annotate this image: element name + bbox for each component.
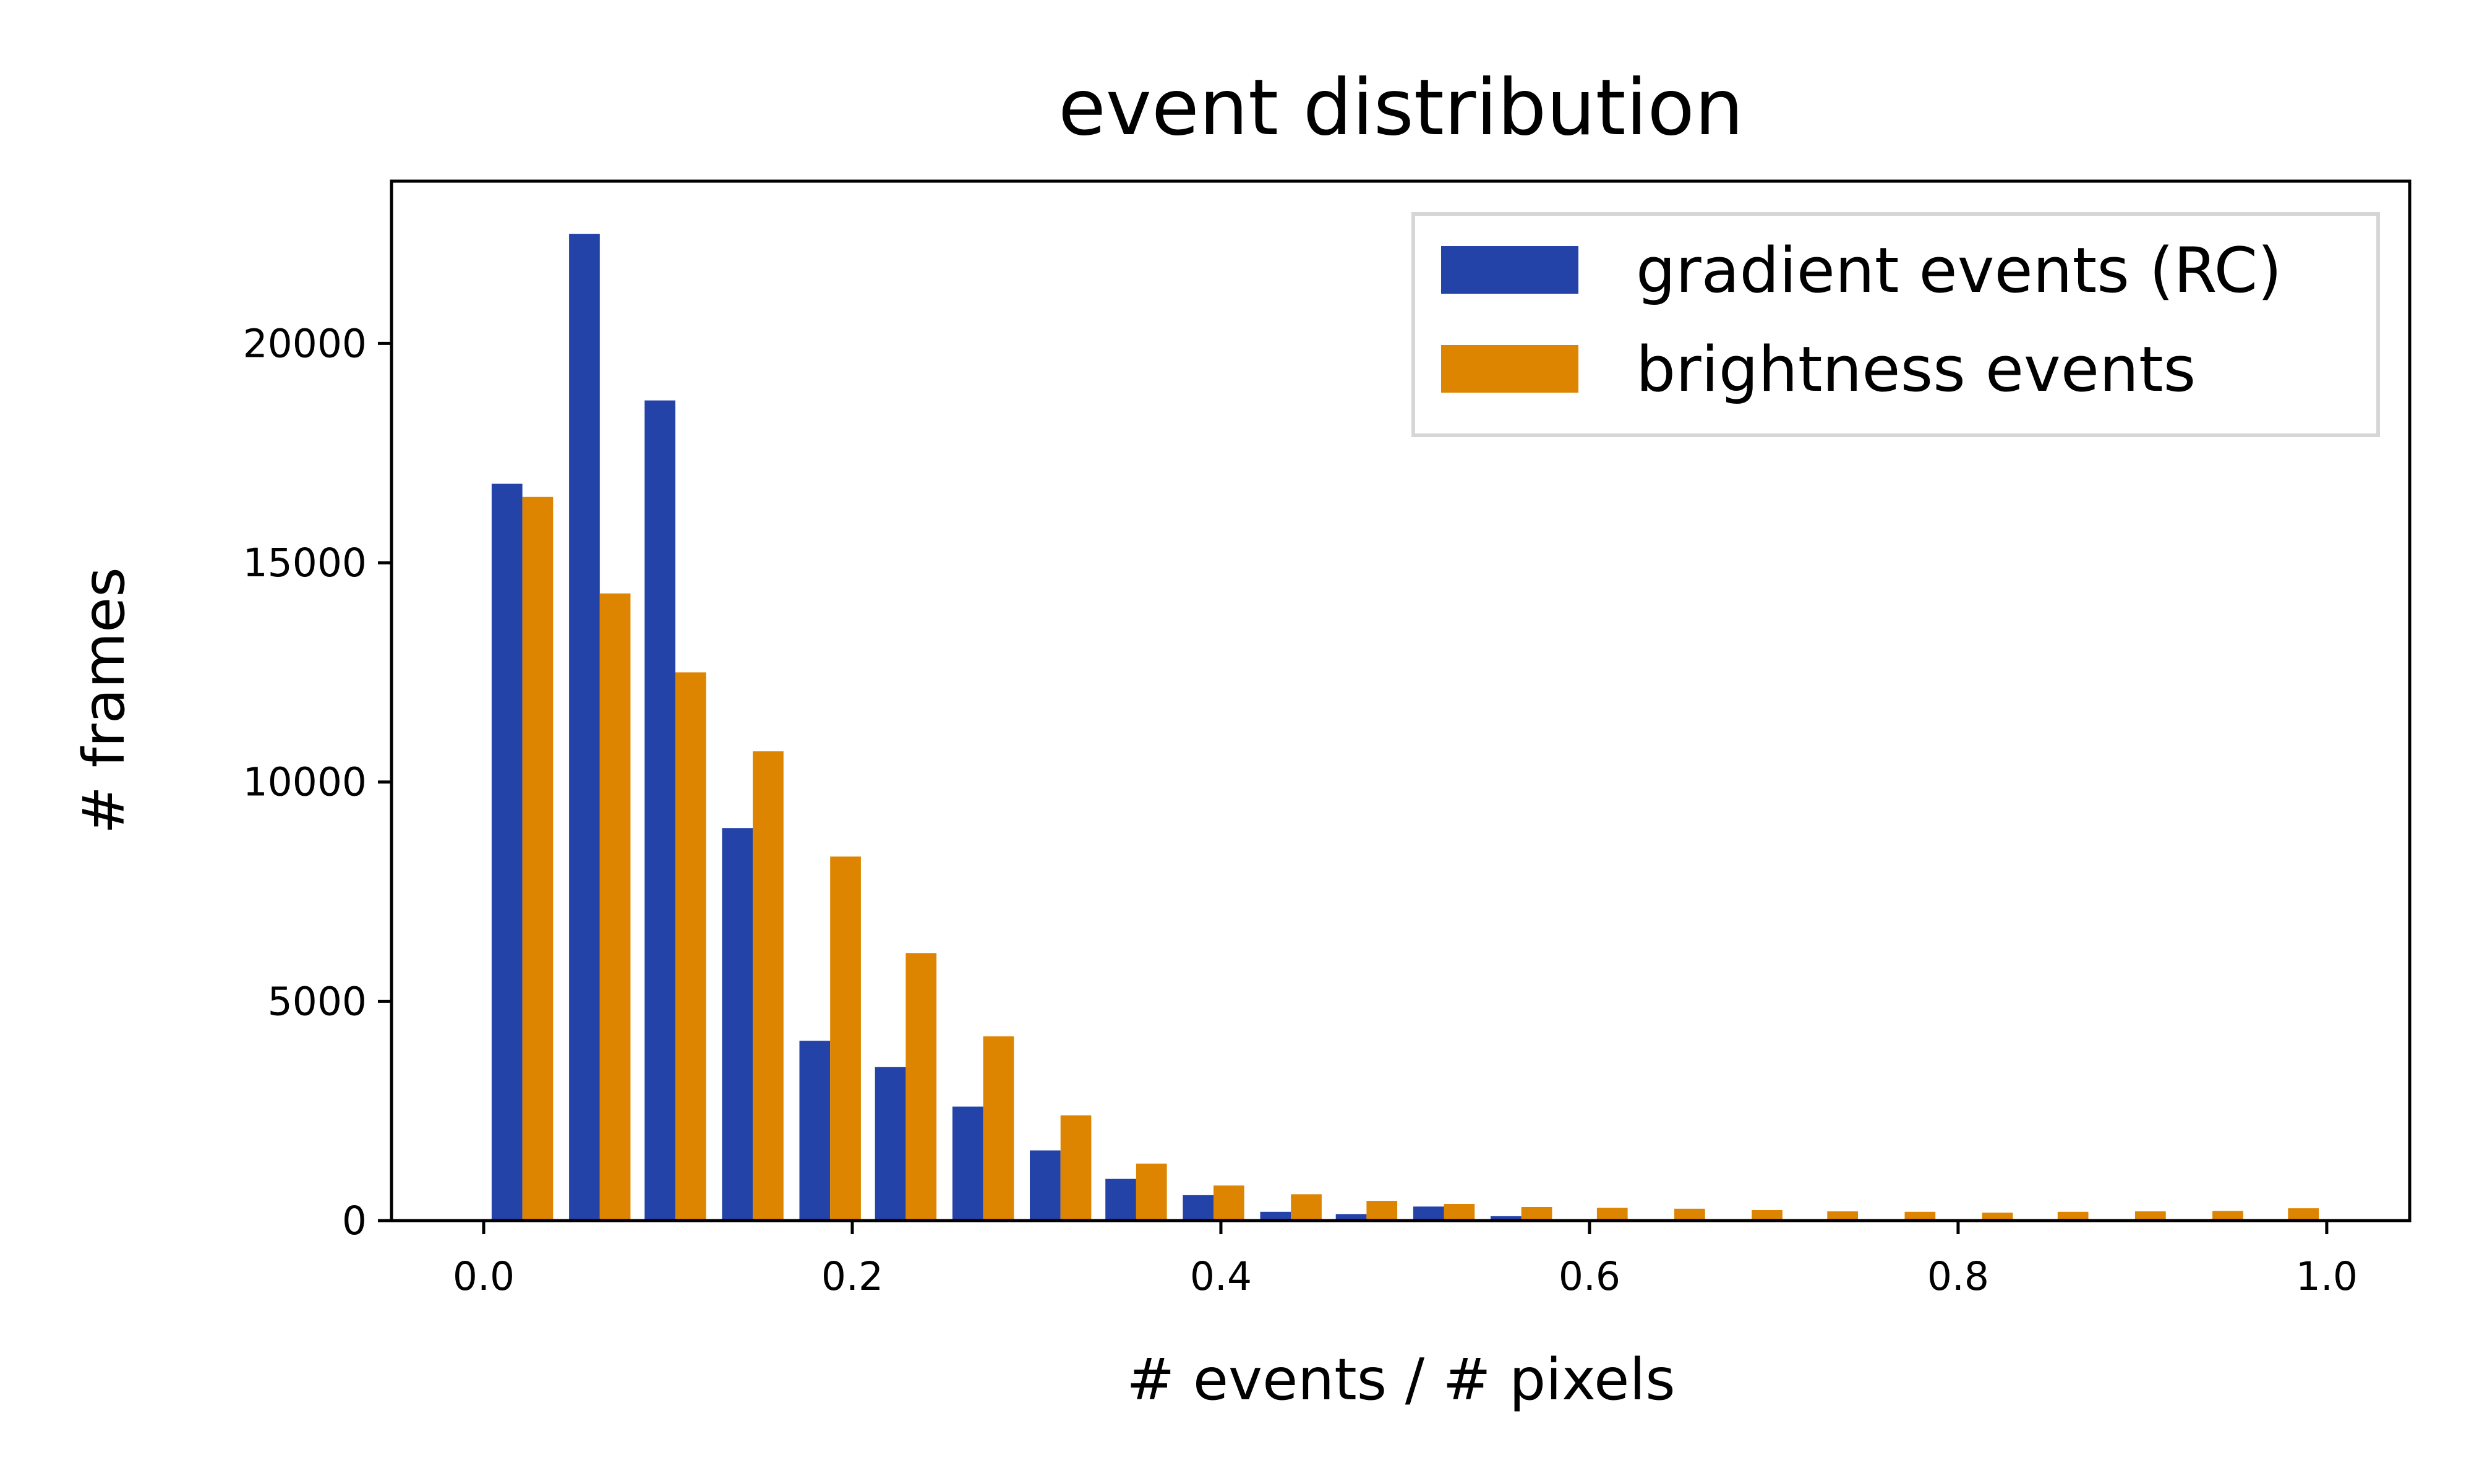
bar-brightness-events-7 xyxy=(1060,1115,1092,1221)
bar-gradient-events-6 xyxy=(952,1106,983,1221)
chart-title: event distribution xyxy=(1058,63,1744,153)
y-tick-label: 5000 xyxy=(268,979,367,1024)
bar-brightness-events-6 xyxy=(983,1036,1014,1221)
legend-swatch-brightness-events xyxy=(1441,345,1578,393)
bar-gradient-events-2 xyxy=(644,400,675,1221)
legend-label-gradient-events: gradient events (RC) xyxy=(1636,234,2282,307)
bar-brightness-events-16 xyxy=(1752,1210,1783,1221)
x-axis: 0.0 0.2 0.4 0.6 0.8 1.0 xyxy=(453,1221,2358,1299)
bar-brightness-events-23 xyxy=(2288,1208,2319,1221)
bar-brightness-events-13 xyxy=(1521,1207,1552,1221)
bar-brightness-events-5 xyxy=(905,953,937,1221)
y-tick-label: 0 xyxy=(342,1198,367,1243)
bar-brightness-events-9 xyxy=(1213,1185,1244,1221)
x-tick-label: 0.8 xyxy=(1927,1254,1989,1299)
bar-brightness-events-14 xyxy=(1596,1208,1628,1221)
bar-gradient-events-1 xyxy=(569,234,600,1221)
bar-gradient-events-12 xyxy=(1413,1206,1444,1221)
plot-frame xyxy=(390,179,2412,1222)
y-axis-label: # frames xyxy=(71,567,137,834)
bar-gradient-events-5 xyxy=(875,1067,906,1221)
bar-brightness-events-8 xyxy=(1136,1163,1167,1221)
bar-brightness-events-22 xyxy=(2212,1211,2243,1221)
x-tick-label: 0.0 xyxy=(453,1254,515,1299)
x-tick-label: 0.4 xyxy=(1190,1254,1252,1299)
bar-brightness-events-18 xyxy=(1904,1211,1936,1221)
y-tick-label: 20000 xyxy=(243,321,367,366)
bar-gradient-events-10 xyxy=(1260,1211,1291,1221)
x-tick-label: 0.6 xyxy=(1559,1254,1620,1299)
y-axis: 0 5000 10000 15000 20000 xyxy=(243,321,392,1243)
legend-label-brightness-events: brightness events xyxy=(1636,333,2196,406)
bar-gradient-events-4 xyxy=(799,1041,831,1221)
bar-gradient-events-11 xyxy=(1335,1214,1367,1221)
bar-brightness-events-15 xyxy=(1674,1208,1705,1221)
bar-brightness-events-12 xyxy=(1444,1204,1475,1221)
y-tick-label: 10000 xyxy=(243,760,367,805)
x-axis-label: # events / # pixels xyxy=(1126,1346,1675,1413)
bar-gradient-events-8 xyxy=(1105,1179,1136,1221)
bar-brightness-events-4 xyxy=(830,856,861,1221)
bars-layer xyxy=(491,234,2319,1221)
x-tick-label: 1.0 xyxy=(2296,1254,2358,1299)
bar-gradient-events-13 xyxy=(1491,1216,1522,1221)
bar-brightness-events-10 xyxy=(1291,1194,1322,1221)
bar-gradient-events-7 xyxy=(1030,1150,1061,1221)
legend: gradient events (RC) brightness events xyxy=(1411,212,2380,437)
y-tick-label: 15000 xyxy=(243,540,367,586)
bar-brightness-events-1 xyxy=(599,593,631,1221)
bar-brightness-events-21 xyxy=(2135,1211,2166,1221)
bar-brightness-events-0 xyxy=(522,497,554,1221)
bar-brightness-events-20 xyxy=(2057,1211,2089,1221)
bar-brightness-events-2 xyxy=(675,672,706,1221)
bar-brightness-events-19 xyxy=(1982,1213,2013,1221)
bar-brightness-events-17 xyxy=(1827,1211,1858,1221)
bar-gradient-events-0 xyxy=(491,484,523,1221)
bar-gradient-events-9 xyxy=(1183,1195,1214,1221)
legend-swatch-gradient-events xyxy=(1441,246,1578,294)
bar-brightness-events-11 xyxy=(1366,1201,1398,1221)
x-tick-label: 0.2 xyxy=(821,1254,883,1299)
bar-gradient-events-3 xyxy=(722,828,753,1221)
bar-brightness-events-3 xyxy=(753,751,784,1221)
